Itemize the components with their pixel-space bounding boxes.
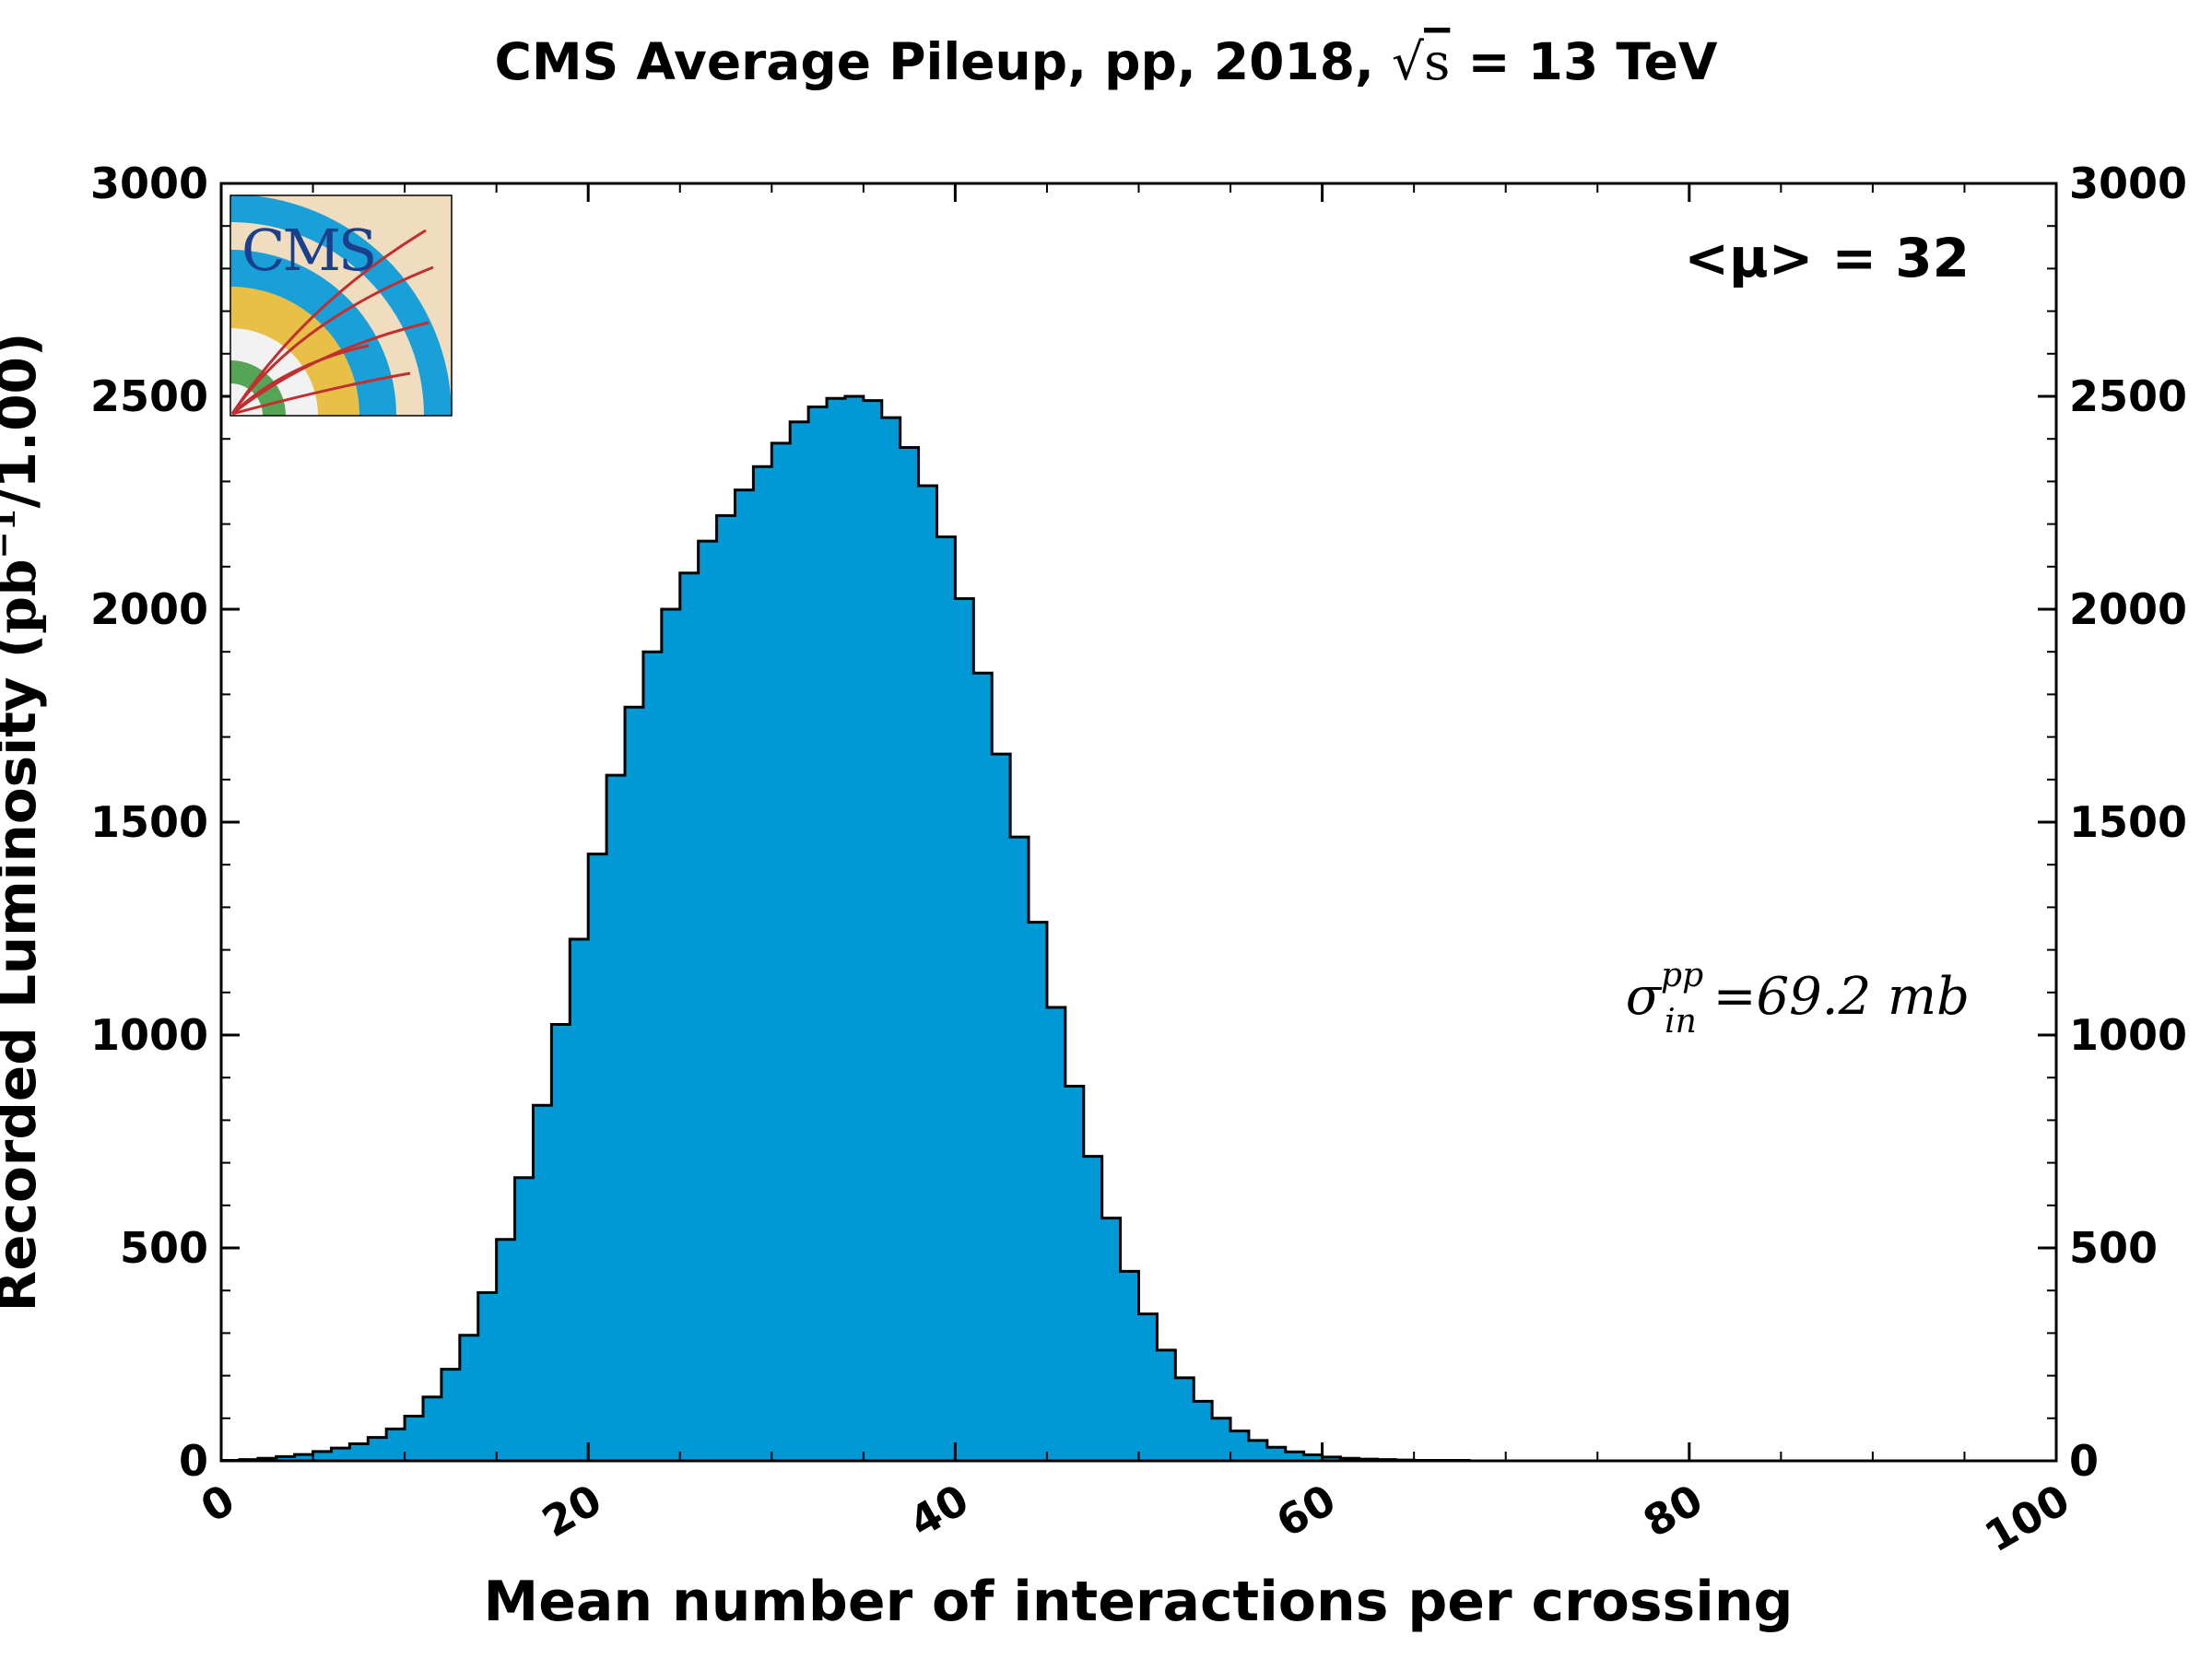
y-label-unit-base: pb (0, 559, 48, 634)
title-sqrt-var: s (1424, 32, 1450, 91)
y-label-suffix: /1.00) (0, 333, 48, 509)
histogram-bar (735, 489, 754, 1461)
sigma-value: =69.2 mb (1697, 967, 1970, 1027)
histogram-bar (1212, 1418, 1231, 1461)
histogram-bar (900, 447, 920, 1462)
histogram-bar (1175, 1377, 1194, 1461)
histogram-bar (386, 1429, 406, 1461)
x-tick-label: 100 (1976, 1475, 2077, 1562)
histogram-bar (1029, 922, 1048, 1461)
histogram-bar (459, 1335, 479, 1461)
title-prefix: CMS Average Pileup, pp, 2018, (495, 32, 1392, 91)
histogram-bar (955, 598, 974, 1461)
histogram-bar (1101, 1218, 1122, 1461)
histogram-bar (441, 1369, 461, 1461)
y-axis-label: Recorded Luminosity (pb−1/1.00) (0, 333, 48, 1312)
histogram-bar (1248, 1440, 1268, 1461)
histogram-bar (477, 1292, 498, 1461)
histogram-bar (753, 466, 772, 1462)
histogram-bar (1303, 1454, 1324, 1461)
histogram-bar (973, 673, 993, 1461)
histogram-bar (606, 775, 626, 1461)
histogram-bar (1010, 837, 1030, 1461)
histogram-bar (918, 486, 938, 1461)
y-tick-label-right: 0 (2069, 1436, 2099, 1486)
histogram-bar (368, 1437, 387, 1461)
histogram-bar (716, 515, 736, 1461)
histogram-bar (679, 572, 700, 1461)
title-sqrt-symbol: √ (1392, 32, 1425, 91)
histogram-bar (808, 406, 828, 1461)
y-tick-label-right: 1000 (2069, 1010, 2187, 1060)
sigma-subscript: in (1665, 1003, 1697, 1041)
histogram-bar (881, 418, 901, 1462)
mean-annotation: <μ> = 32 (1684, 227, 1970, 289)
x-tick-label: 40 (900, 1475, 976, 1547)
y-label-prefix: Recorded Luminosity ( (0, 634, 48, 1312)
histogram-bar (1322, 1456, 1342, 1461)
sigma-annotation: σpp in =69.2 mb (1626, 957, 1970, 1041)
y-tick-label-left: 2000 (90, 584, 208, 634)
y-label-unit-sup: −1 (0, 508, 23, 559)
histogram-bar (1285, 1452, 1305, 1461)
cms-logo-text: CMS (241, 217, 374, 284)
histogram-bar (1266, 1447, 1287, 1461)
histogram-bar (844, 396, 865, 1461)
histogram-bar (331, 1448, 350, 1461)
histogram-bars (221, 396, 1470, 1462)
histogram-bar (1230, 1430, 1250, 1461)
histogram-bar (698, 541, 718, 1461)
y-tick-label-right: 500 (2069, 1223, 2158, 1273)
histogram-bar (276, 1456, 296, 1461)
histogram-bar (1083, 1156, 1103, 1461)
y-tick-label-left: 2500 (90, 371, 208, 421)
histogram-bar (533, 1105, 552, 1461)
histogram-bar (588, 853, 607, 1461)
y-tick-label-left: 0 (179, 1436, 208, 1486)
histogram-bar (790, 421, 809, 1462)
histogram-bar (992, 754, 1011, 1461)
histogram-bar (294, 1454, 314, 1461)
histogram-bar (312, 1451, 333, 1461)
x-tick-label: 60 (1268, 1475, 1344, 1547)
y-tick-label-right: 3000 (2069, 159, 2187, 208)
y-tick-label-left: 1500 (90, 797, 208, 847)
histogram-bar (936, 536, 956, 1461)
plot-frame (219, 182, 2058, 1463)
histogram-bar (661, 609, 681, 1461)
chart-title: CMS Average Pileup, pp, 2018, √s = 13 Te… (495, 32, 1718, 91)
sigma-superscript: pp (1661, 957, 1703, 994)
y-tick-label-left: 500 (120, 1223, 208, 1273)
histogram-bar (1157, 1349, 1176, 1461)
histogram-bar (642, 652, 663, 1461)
histogram-bar (405, 1416, 424, 1461)
cms-logo: CMS (229, 194, 453, 417)
x-tick-label: 80 (1635, 1475, 1711, 1547)
histogram-bar (514, 1177, 535, 1461)
histogram-bar (423, 1396, 442, 1461)
x-tick-label: 20 (534, 1475, 609, 1547)
title-suffix: = 13 TeV (1450, 32, 1718, 91)
histogram-bar (1046, 1006, 1066, 1461)
histogram-bar (570, 939, 589, 1461)
histogram-bar (496, 1239, 516, 1461)
histogram-bar (1194, 1401, 1213, 1461)
histogram-bar (551, 1024, 571, 1461)
y-tick-label-right: 2000 (2069, 584, 2187, 634)
y-tick-label-left: 1000 (90, 1010, 208, 1060)
histogram-bar (863, 400, 883, 1461)
y-tick-label-right: 1500 (2069, 797, 2187, 847)
histogram-bar (625, 707, 644, 1461)
y-tick-label-left: 3000 (90, 159, 208, 208)
histogram-bar (771, 442, 791, 1461)
histogram-bar (1138, 1313, 1159, 1461)
x-axis-label: Mean number of interactions per crossing (483, 1570, 1793, 1634)
histogram-bar (827, 398, 846, 1461)
sigma-symbol: σ (1626, 967, 1663, 1027)
histogram-bar (1120, 1271, 1140, 1461)
histogram-bar (349, 1443, 369, 1461)
y-tick-label-right: 2500 (2069, 371, 2187, 421)
histogram-bar (1065, 1086, 1085, 1461)
